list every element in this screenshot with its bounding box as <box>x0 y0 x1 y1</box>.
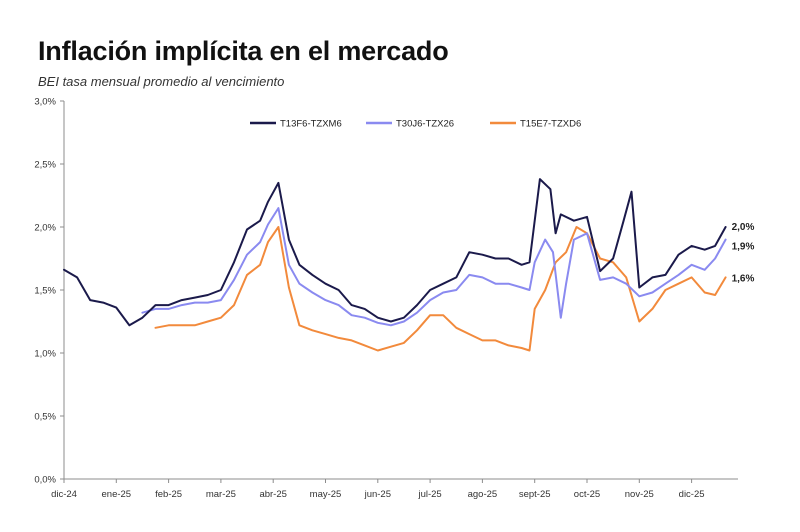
x-tick-label: jul-25 <box>417 489 441 500</box>
y-tick-label: 2,5% <box>34 160 56 171</box>
chart-title: Inflación implícita en el mercado <box>38 36 449 66</box>
end-label: 1,9% <box>732 242 755 253</box>
series-line-t30j6-tzx26 <box>141 207 727 327</box>
x-tick-label: dic-24 <box>51 489 77 500</box>
x-tick-label: dic-25 <box>679 489 705 500</box>
y-tick-label: 1,0% <box>34 349 56 360</box>
legend-label: T30J6-TZX26 <box>396 119 454 130</box>
x-tick-label: nov-25 <box>625 489 654 500</box>
x-tick-label: mar-25 <box>206 489 236 500</box>
end-label: 2,0% <box>732 222 755 233</box>
x-tick-label: oct-25 <box>574 489 600 500</box>
x-tick-label: jun-25 <box>364 489 391 500</box>
legend-label: T13F6-TZXM6 <box>280 119 342 130</box>
y-tick-label: 2,0% <box>34 223 56 234</box>
x-tick-label: sept-25 <box>519 489 551 500</box>
end-label: 1,6% <box>732 273 755 284</box>
y-tick-label: 0,5% <box>34 412 56 423</box>
x-tick-label: may-25 <box>310 489 342 500</box>
chart-subtitle: BEI tasa mensual promedio al vencimiento <box>38 74 285 89</box>
y-tick-label: 1,5% <box>34 286 56 297</box>
x-tick-label: ago-25 <box>468 489 498 500</box>
end-labels: 2,0% 1,9% 1,6% <box>732 222 755 284</box>
axes: 0,0% 0,5% 1,0% 1,5% 2,0% 2,5% 3,0% dic-24 ene-25… <box>34 97 738 500</box>
y-tick-label: 3,0% <box>34 97 56 108</box>
series-line-t13f6-tzxm6 <box>63 178 727 327</box>
x-tick-label: feb-25 <box>155 489 182 500</box>
y-tick-label: 0,0% <box>34 475 56 486</box>
x-tick-label: ene-25 <box>102 489 132 500</box>
x-tick-label: abr-25 <box>259 489 286 500</box>
legend: T13F6-TZXM6 T30J6-TZX26 T15E7-TZXD6 <box>250 119 581 130</box>
series-lines <box>63 178 727 352</box>
legend-label: T15E7-TZXD6 <box>520 119 581 130</box>
